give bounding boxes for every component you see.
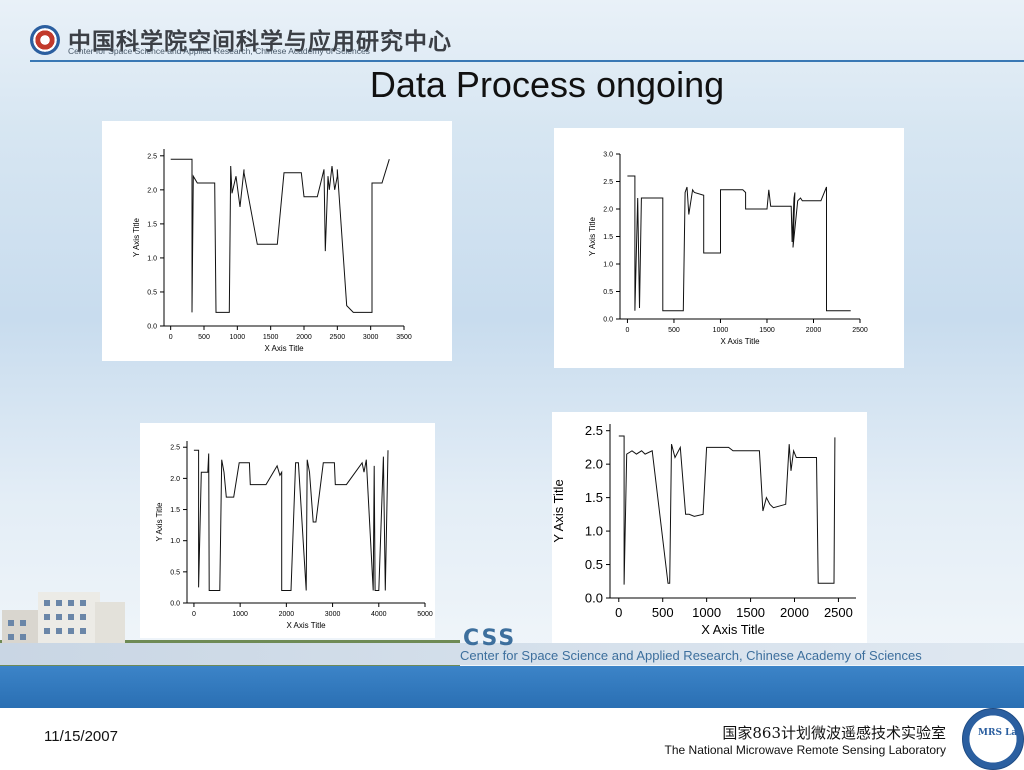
y-tick-label: 0.0 bbox=[147, 323, 157, 330]
y-tick-label: 2.0 bbox=[585, 457, 603, 472]
chart-bottom-left: 0 1000 2000 3000 4000 5000 0.0 0.5 1.0 1.5 2.0 2.5 X… bbox=[140, 423, 435, 638]
x-tick-label: 1000 bbox=[230, 334, 246, 341]
y-tick-label: 2.5 bbox=[603, 179, 613, 186]
x-tick-label: 0 bbox=[615, 605, 622, 620]
x-tick-label: 0 bbox=[625, 327, 629, 334]
lab-name-en: The National Microwave Remote Sensing La… bbox=[664, 743, 946, 757]
y-tick-label: 0.0 bbox=[585, 591, 603, 606]
chart-svg: 0 500 1000 1500 2000 2500 0.0 0.5 1.0 1.5 2.0 2.5 3.… bbox=[588, 151, 868, 346]
x-tick-label: 1000 bbox=[692, 605, 721, 620]
y-tick-label: 0.5 bbox=[603, 289, 613, 296]
y-tick-label: 1.0 bbox=[585, 524, 603, 539]
chart-bottom-right: 0 500 1000 1500 2000 2500 0.0 0.5 1.0 1.5 2.0 2.5 X … bbox=[551, 412, 867, 644]
y-tick-label: 0.5 bbox=[170, 569, 180, 576]
x-tick-label: 2500 bbox=[824, 605, 853, 620]
y-tick-label: 1.0 bbox=[147, 255, 157, 262]
css-banner-logo: CSS bbox=[463, 626, 517, 651]
x-tick-label: 0 bbox=[192, 611, 196, 618]
slide-date: 11/15/2007 bbox=[44, 728, 118, 745]
y-tick-label: 1.5 bbox=[603, 234, 613, 241]
header-divider bbox=[30, 60, 1024, 62]
chart-top-right: 0 500 1000 1500 2000 2500 0.0 0.5 1.0 1.5 2.0 2.5 3.… bbox=[554, 128, 904, 368]
x-tick-label: 1000 bbox=[232, 611, 248, 618]
y-tick-label: 1.5 bbox=[170, 507, 180, 514]
x-tick-label: 2000 bbox=[780, 605, 809, 620]
y-axis-title: Y Axis Title bbox=[551, 479, 566, 542]
x-tick-label: 2000 bbox=[279, 611, 295, 618]
y-axis-title: Y Axis Title bbox=[588, 216, 597, 256]
y-tick-label: 1.5 bbox=[585, 490, 603, 505]
footer-blue-band bbox=[0, 666, 1024, 708]
series-line bbox=[627, 175, 851, 312]
x-tick-label: 5000 bbox=[417, 611, 433, 618]
series-line bbox=[618, 435, 836, 585]
lab-logo-text: MRS Lab bbox=[978, 728, 1024, 738]
y-tick-label: 1.0 bbox=[170, 538, 180, 545]
x-tick-label: 3000 bbox=[363, 334, 379, 341]
y-tick-label: 2.5 bbox=[585, 423, 603, 438]
y-tick-label: 0.0 bbox=[170, 600, 180, 607]
series-line bbox=[170, 158, 390, 313]
org-name-en: Center for Space Science and Applied Res… bbox=[68, 46, 370, 56]
y-tick-label: 3.0 bbox=[603, 151, 613, 158]
chart-svg: 0 500 1000 1500 2000 2500 3000 3500 0.0 0.5 1.0 1.5… bbox=[132, 149, 412, 353]
x-tick-label: 3500 bbox=[396, 334, 412, 341]
y-tick-label: 2.0 bbox=[603, 206, 613, 213]
y-tick-label: 1.0 bbox=[603, 261, 613, 268]
slide-title: Data Process ongoing bbox=[369, 64, 725, 105]
y-tick-label: 0.5 bbox=[147, 289, 157, 296]
x-tick-label: 2000 bbox=[806, 327, 822, 334]
chart-top-left: 0 500 1000 1500 2000 2500 3000 3500 0.0 0.5 1.0 1.5… bbox=[102, 121, 452, 361]
cssar-logo-icon bbox=[30, 25, 60, 55]
x-tick-label: 2500 bbox=[330, 334, 346, 341]
chart-svg: 0 500 1000 1500 2000 2500 0.0 0.5 1.0 1.5 2.0 2.5 X … bbox=[551, 423, 856, 637]
x-tick-label: 3000 bbox=[325, 611, 341, 618]
x-axis-title: X Axis Title bbox=[286, 621, 326, 630]
y-tick-label: 0.5 bbox=[585, 557, 603, 572]
x-tick-label: 500 bbox=[668, 327, 680, 334]
footer-banner bbox=[0, 643, 1024, 665]
x-axis-title: X Axis Title bbox=[720, 337, 760, 346]
x-axis-title: X Axis Title bbox=[264, 344, 304, 353]
lab-name-cn: 国家863计划微波遥感技术实验室 bbox=[722, 724, 946, 742]
y-axis-title: Y Axis Title bbox=[132, 217, 141, 257]
x-tick-label: 2500 bbox=[852, 327, 868, 334]
org-name-cn: 中国科学院空间科学与应用研究中心 bbox=[68, 29, 452, 55]
y-tick-label: 1.5 bbox=[147, 221, 157, 228]
y-tick-label: 2.5 bbox=[170, 445, 180, 452]
series-line bbox=[193, 449, 389, 591]
x-tick-label: 1000 bbox=[713, 327, 729, 334]
x-axis-title: X Axis Title bbox=[701, 622, 765, 637]
y-tick-label: 2.0 bbox=[147, 187, 157, 194]
x-tick-label: 0 bbox=[169, 334, 173, 341]
y-axis-title: Y Axis Title bbox=[155, 502, 164, 542]
x-tick-label: 500 bbox=[198, 334, 210, 341]
footer-banner-text: Center for Space Science and Applied Res… bbox=[460, 648, 922, 663]
x-tick-label: 4000 bbox=[371, 611, 387, 618]
x-tick-label: 500 bbox=[652, 605, 674, 620]
y-tick-label: 0.0 bbox=[603, 316, 613, 323]
x-tick-label: 2000 bbox=[296, 334, 312, 341]
x-tick-label: 1500 bbox=[736, 605, 765, 620]
y-tick-label: 2.5 bbox=[147, 153, 157, 160]
y-tick-label: 2.0 bbox=[170, 476, 180, 483]
chart-svg: 0 1000 2000 3000 4000 5000 0.0 0.5 1.0 1.5 2.0 2.5 X… bbox=[155, 441, 433, 630]
mrs-lab-logo-icon bbox=[962, 708, 1024, 770]
x-tick-label: 1500 bbox=[263, 334, 279, 341]
x-tick-label: 1500 bbox=[759, 327, 775, 334]
